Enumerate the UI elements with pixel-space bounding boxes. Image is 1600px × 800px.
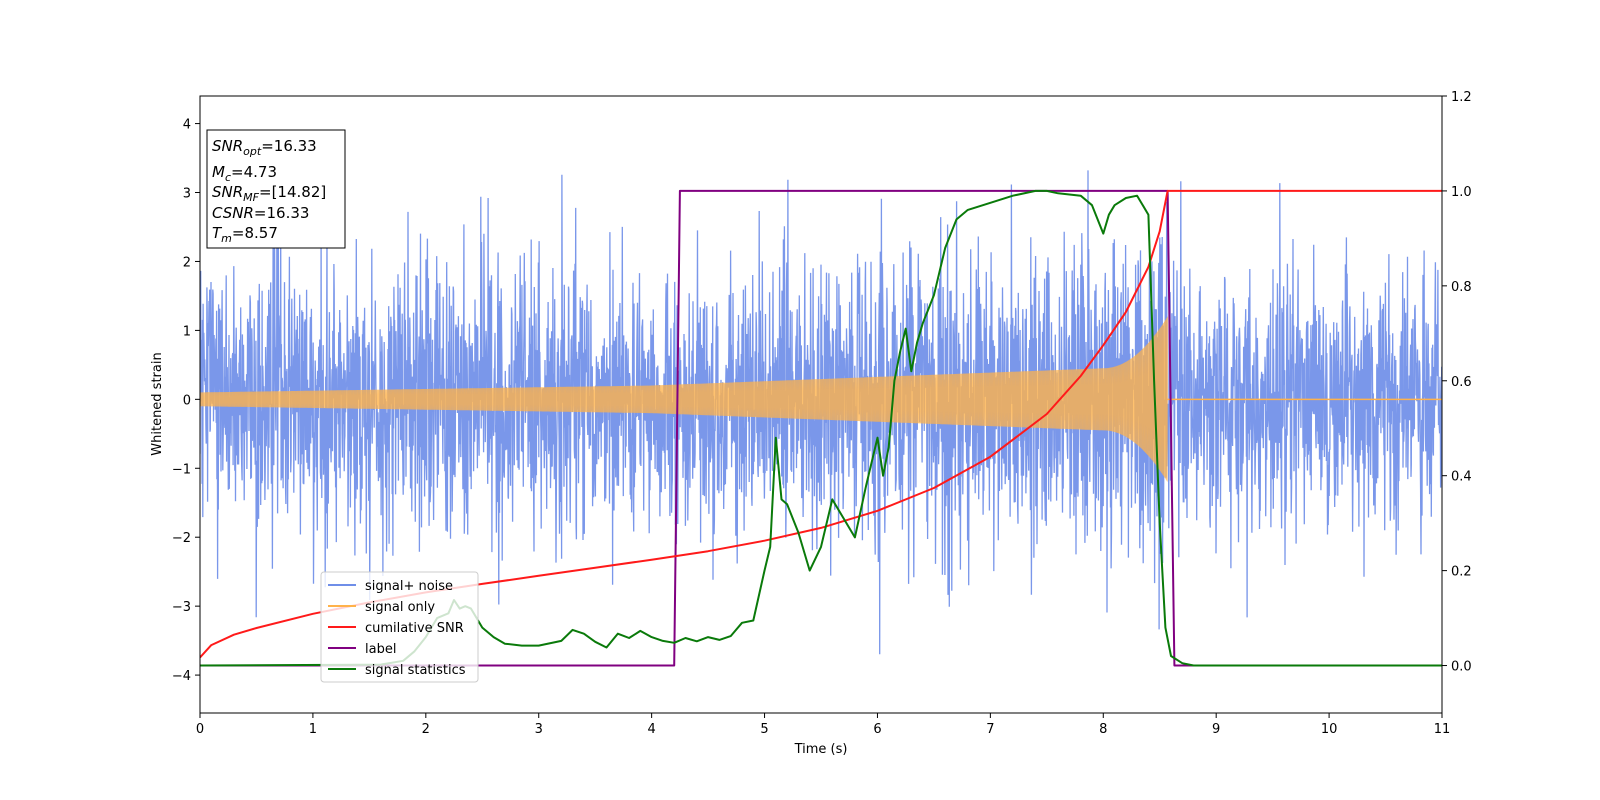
legend-label-cumulative-snr: cumilative SNR: [365, 621, 464, 636]
legend: signal+ noise signal only cumilative SNR…: [320, 571, 479, 683]
y-left-tick-label: 3: [183, 187, 191, 202]
legend-label-signal-noise: signal+ noise: [365, 579, 453, 594]
y-axis-left: −4 −3 −2 −1 0 1 2 3 4: [172, 118, 200, 684]
info-tm: Tm=8.57: [212, 224, 278, 245]
series-signal-only: [200, 316, 1168, 482]
y-left-tick-label: 1: [183, 324, 191, 339]
legend-label-label: label: [365, 642, 396, 657]
y-left-tick-label: −4: [172, 669, 191, 684]
info-snr-mf: SNRMF=[14.82]: [212, 183, 326, 204]
x-tick-label: 8: [1099, 722, 1107, 737]
info-mc: Mc=4.73: [212, 163, 277, 184]
info-snr-opt: SNRopt=16.33: [212, 137, 317, 158]
x-tick-label: 9: [1212, 722, 1220, 737]
y-right-tick-label: 0.4: [1451, 470, 1472, 485]
y-left-tick-label: 0: [183, 393, 191, 408]
series-signal-noise: [200, 170, 1442, 655]
info-box-frame: [206, 129, 346, 249]
x-axis: 0 1 2 3 4 5 6 7 8 9 10 11: [196, 713, 1450, 737]
x-tick-label: 0: [196, 722, 204, 737]
series-signal-statistics: [200, 189, 1442, 667]
y-right-tick-label: 0.0: [1451, 660, 1472, 675]
x-tick-label: 10: [1321, 722, 1338, 737]
series-layer: [200, 170, 1442, 667]
y-left-tick-label: −2: [172, 531, 191, 546]
y-right-tick-label: 0.8: [1451, 280, 1472, 295]
x-tick-label: 1: [309, 722, 317, 737]
y-right-tick-label: 0.6: [1451, 375, 1472, 390]
x-tick-label: 11: [1434, 722, 1451, 737]
y-left-tick-label: −3: [172, 600, 191, 615]
y-left-tick-label: 4: [183, 118, 191, 133]
info-csnr: CSNR=16.33: [212, 204, 309, 222]
x-tick-label: 2: [422, 722, 430, 737]
y-right-tick-label: 1.2: [1451, 90, 1472, 105]
y-axis-right: 0.0 0.2 0.4 0.6 0.8 1.0 1.2: [1442, 90, 1472, 675]
x-tick-label: 5: [760, 722, 768, 737]
legend-label-signal-only: signal only: [365, 600, 435, 615]
x-tick-label: 6: [873, 722, 881, 737]
y-left-tick-label: −1: [172, 462, 191, 477]
y-right-tick-label: 0.2: [1451, 565, 1472, 580]
y-axis-label: Whitened strain: [150, 352, 165, 455]
x-tick-label: 4: [647, 722, 655, 737]
legend-frame: [320, 571, 479, 683]
y-left-tick-label: 2: [183, 255, 191, 270]
x-tick-label: 7: [986, 722, 994, 737]
plot-frame: [199, 95, 1443, 714]
legend-label-signal-statistics: signal statistics: [365, 663, 466, 678]
series-cumulative-snr: [200, 189, 1442, 659]
info-box: SNRopt=16.33 Mc=4.73 SNRMF=[14.82] CSNR=…: [206, 129, 346, 249]
x-axis-label: Time (s): [794, 742, 848, 757]
y-right-tick-label: 1.0: [1451, 185, 1472, 200]
x-tick-label: 3: [535, 722, 543, 737]
